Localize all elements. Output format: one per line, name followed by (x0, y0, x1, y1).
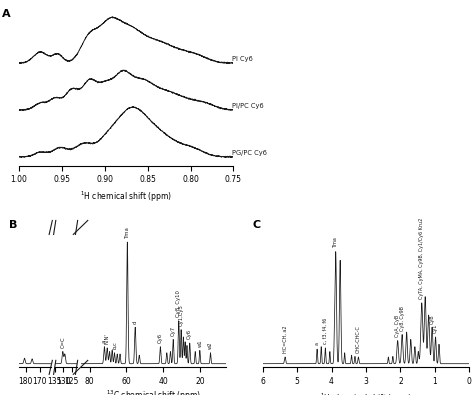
Text: CHC-CHC-C: CHC-CHC-C (356, 325, 361, 354)
Text: d: d (133, 320, 138, 324)
Text: B: B (9, 220, 18, 230)
Text: Tma: Tma (125, 227, 130, 239)
Text: C: C (252, 220, 261, 230)
Text: a: a (102, 340, 107, 343)
Text: Cy1: Cy1 (433, 324, 438, 333)
Text: C=C: C=C (60, 336, 65, 348)
Text: Cy1,Cy5: Cy1,Cy5 (179, 304, 183, 326)
Text: b,c: b,c (112, 341, 117, 349)
Text: c, f3, f4, f6: c, f3, f4, f6 (323, 318, 328, 344)
Text: Cy6: Cy6 (158, 333, 163, 343)
Text: w1: w1 (197, 339, 202, 347)
Text: N,N': N,N' (105, 333, 109, 344)
Text: CyTA, CyMA, Cy9B, Cy1/Cy6 Kru2: CyTA, CyMA, Cy9B, Cy1/Cy6 Kru2 (419, 218, 424, 299)
Text: HC=CH, a2: HC=CH, a2 (283, 326, 288, 354)
Text: Cy8, Cy9B: Cy8, Cy9B (400, 306, 405, 331)
Text: w2: w2 (208, 341, 213, 349)
Text: a: a (315, 342, 319, 346)
Text: Tma: Tma (333, 237, 338, 248)
X-axis label: $^1$H chemical shift (ppm): $^1$H chemical shift (ppm) (320, 391, 412, 395)
Text: PG/PC Cy6: PG/PC Cy6 (232, 150, 266, 156)
Text: Cy6: Cy6 (187, 329, 192, 339)
Text: Cy7: Cy7 (171, 325, 176, 336)
Text: Cy8, Cy10: Cy8, Cy10 (176, 291, 181, 318)
Text: A: A (2, 9, 10, 19)
Text: Pl/PC Cy6: Pl/PC Cy6 (232, 103, 263, 109)
Text: CyB: CyB (429, 314, 435, 324)
X-axis label: $^{13}$C chemical shift (ppm): $^{13}$C chemical shift (ppm) (106, 389, 201, 395)
Text: Pl Cy6: Pl Cy6 (232, 56, 253, 62)
X-axis label: $^1$H chemical shift (ppm): $^1$H chemical shift (ppm) (80, 190, 172, 205)
Text: CyA, CyB: CyA, CyB (395, 315, 400, 337)
